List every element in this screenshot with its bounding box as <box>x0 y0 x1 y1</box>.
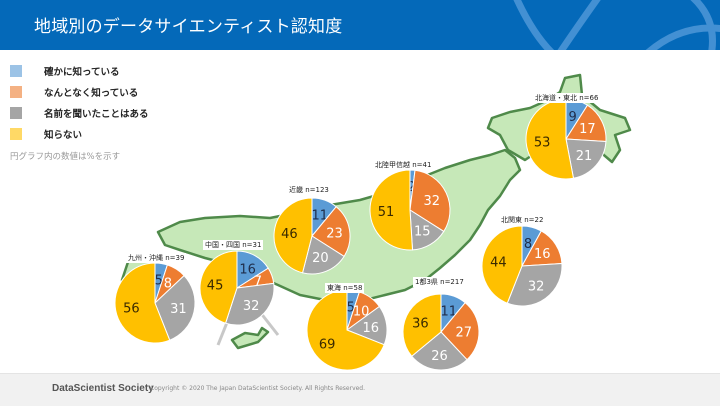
pie-value-label: 44 <box>490 256 507 271</box>
pie-slice <box>369 169 414 251</box>
pie-value-label: 56 <box>123 301 140 316</box>
pie-value-label: 21 <box>576 149 593 164</box>
pie-value-label: 9 <box>569 110 577 125</box>
header-bar: 地域別のデータサイエンティスト認知度 <box>0 0 720 50</box>
pie-title: 近畿 n=123 <box>287 185 331 195</box>
pie-title: 北海道・東北 n=66 <box>533 93 601 103</box>
pie-value-label: 16 <box>534 247 551 262</box>
pie-slice <box>199 250 238 324</box>
legend-label: なんとなく知っている <box>44 87 139 99</box>
pie-slice <box>301 235 345 275</box>
pie-slice <box>411 331 468 371</box>
pie-slice <box>224 282 275 326</box>
pie-slice <box>481 225 523 304</box>
legend-swatch-gray <box>10 106 22 119</box>
pie-value-label: 32 <box>243 299 260 314</box>
pie-value-label: 69 <box>319 337 336 352</box>
pie-value-label: 8 <box>524 237 532 252</box>
pie-slice <box>306 289 385 371</box>
pie-value-label: 36 <box>412 316 429 331</box>
legend-swatch-orange <box>10 85 22 98</box>
pie-slice <box>565 104 607 143</box>
pie-value-label: 5 <box>347 300 355 315</box>
pie-3: 11 23 20 46 <box>273 197 351 275</box>
pie-value-label: 26 <box>431 349 448 364</box>
pie-value-label: 53 <box>534 135 551 150</box>
pie-title: 北陸甲信越 n=41 <box>373 160 434 170</box>
pie-slice <box>154 274 196 341</box>
pie-value-label: 16 <box>239 263 256 278</box>
pie-slice <box>565 138 607 179</box>
pie-slice <box>402 293 442 357</box>
pie-value-label: 45 <box>207 279 224 294</box>
pie-slice <box>506 262 563 307</box>
pie-value-label: 51 <box>378 205 395 220</box>
pie-value-label: 5 <box>155 273 163 288</box>
pie-value-label: 32 <box>423 194 440 209</box>
pie-title: 九州・沖縄 n=39 <box>126 253 187 263</box>
pie-title: 北関東 n=22 <box>499 215 546 225</box>
pie-value-label: 8 <box>164 277 172 292</box>
legend-swatch-yellow <box>10 127 22 140</box>
pie-slice <box>114 262 171 344</box>
pie-value-label: 2 <box>407 180 415 195</box>
legend-swatch-blue <box>10 64 22 77</box>
pie-title: 中国・四国 n=31 <box>203 240 264 250</box>
pie-value-label: 17 <box>579 122 596 137</box>
pie-value-label: 20 <box>312 251 329 266</box>
pie-value-label: 23 <box>326 226 343 241</box>
legend-item-definitely-know: 確かに知っている <box>10 60 149 81</box>
footer: DataScientist Society Copyright © 2020 T… <box>0 373 720 406</box>
legend: 確かに知っている なんとなく知っている 名前を聞いたことはある 知らない <box>10 60 149 144</box>
pie-value-label: 31 <box>170 302 187 317</box>
pie-value-label: 27 <box>456 325 473 340</box>
pie-slice <box>440 302 480 361</box>
pie-5: 167 32 45 <box>199 250 275 326</box>
pie-2: 2 32 15 51 <box>369 169 451 251</box>
pie-title: 1都3県 n=217 <box>413 277 466 287</box>
percent-note: 円グラフ内の数値は%を示す <box>10 152 121 162</box>
pie-slice <box>311 206 351 258</box>
pie-value-label: 7 <box>254 274 262 289</box>
pie-value-label: 32 <box>528 279 545 294</box>
pie-4: 816 32 44 <box>481 225 563 307</box>
pie-value-label: 10 <box>353 305 370 320</box>
legend-item-dont-know: 知らない <box>10 123 149 144</box>
legend-item-vaguely-know: なんとなく知っている <box>10 81 149 102</box>
pie-title: 東海 n=58 <box>325 283 365 293</box>
legend-label: 知らない <box>44 129 83 141</box>
pie-value-label: 11 <box>311 209 328 224</box>
legend-label: 確かに知っている <box>44 66 120 78</box>
pie-value-label: 16 <box>363 321 380 336</box>
footer-brand: DataScientist Society <box>52 383 154 394</box>
page-title: 地域別のデータサイエンティスト認知度 <box>34 17 343 37</box>
pie-value-label: 46 <box>281 227 298 242</box>
legend-label: 名前を聞いたことはある <box>44 108 149 120</box>
legend-item-heard-name: 名前を聞いたことはある <box>10 102 149 123</box>
pie-8: 11 27 26 36 <box>402 293 480 371</box>
pie-value-label: 11 <box>440 305 457 320</box>
pie-6: 5 8 31 56 <box>114 262 196 344</box>
pie-value-label: 15 <box>414 225 431 240</box>
pie-1: 917 21 53 <box>525 98 607 180</box>
footer-copyright: Copyright © 2020 The Japan DataScientist… <box>150 385 366 392</box>
pie-slice <box>273 197 313 274</box>
